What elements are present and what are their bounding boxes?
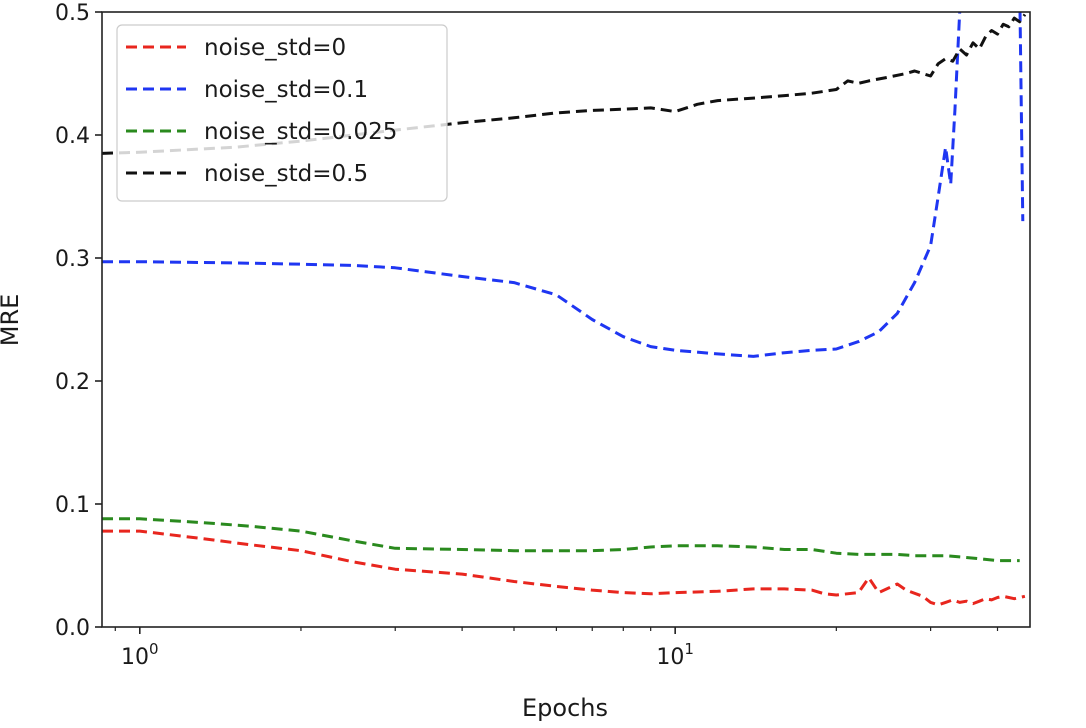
legend-label-0: noise_std=0	[204, 35, 346, 61]
y-tick-label-1: 0.1	[55, 493, 90, 518]
plot-frame	[101, 11, 1031, 628]
y-tick-label-4: 0.4	[55, 124, 90, 149]
series-line-3	[102, 13, 1027, 155]
legend-label-2: noise_std=0.025	[204, 119, 397, 145]
y-axis: 0.0 0.1 0.2 0.3 0.4 0.5	[55, 1, 102, 641]
x-axis: 100 101	[114, 627, 999, 670]
y-tick-label-0: 0.0	[55, 616, 90, 641]
legend-label-3: noise_std=0.5	[204, 161, 368, 187]
x-axis-label: Epochs	[522, 694, 608, 722]
series-line-2	[102, 517, 1020, 563]
y-tick-label-2: 0.2	[55, 370, 90, 395]
x-tick-label-0: 100	[121, 640, 159, 670]
x-tick-label-1: 101	[656, 640, 694, 670]
series-line-1	[102, 12, 1025, 358]
series-layer	[102, 12, 1027, 607]
y-tick-label-3: 0.3	[55, 247, 90, 272]
y-axis-label: MRE	[0, 294, 24, 347]
series-line-0	[102, 529, 1026, 607]
legend-box	[116, 24, 448, 202]
legend-label-1: noise_std=0.1	[204, 77, 368, 103]
y-tick-label-5: 0.5	[55, 1, 90, 26]
legend: noise_std=0 noise_std=0.1 noise_std=0.025n…	[116, 24, 448, 202]
